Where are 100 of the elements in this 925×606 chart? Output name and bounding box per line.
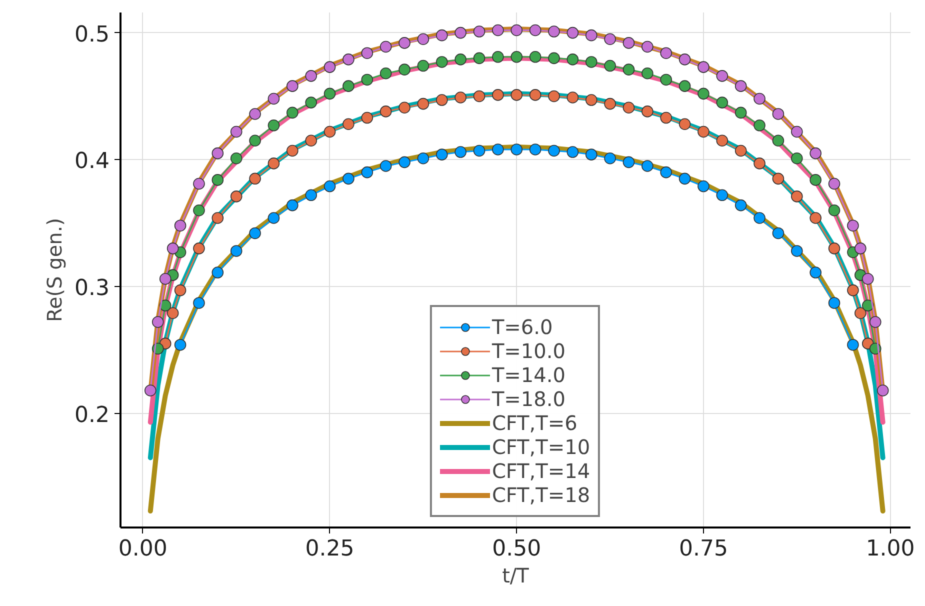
point: [754, 120, 766, 132]
point: [622, 156, 635, 168]
point: [585, 56, 598, 68]
point: [268, 212, 280, 224]
point: [604, 98, 616, 110]
point: [698, 61, 710, 73]
point: [361, 112, 374, 124]
point: [847, 338, 859, 351]
point: [854, 307, 866, 320]
point: [193, 242, 205, 254]
point: [144, 384, 156, 396]
legend-label: CFT,T=10: [492, 435, 590, 459]
point: [585, 94, 598, 106]
point: [847, 284, 859, 296]
point: [810, 147, 822, 160]
point: [212, 174, 224, 186]
point: [286, 144, 298, 157]
point: [642, 68, 654, 80]
legend-label: T=6.0: [492, 315, 553, 339]
point: [398, 64, 410, 76]
point: [678, 172, 691, 185]
point: [212, 147, 224, 160]
point: [698, 126, 710, 138]
point: [212, 266, 224, 278]
point: [716, 96, 728, 108]
point: [510, 144, 523, 156]
point: [249, 172, 261, 185]
point: [492, 24, 504, 36]
point: [772, 134, 784, 147]
point: [159, 272, 172, 285]
point: [174, 338, 186, 351]
point: [473, 144, 486, 157]
legend-label: CFT,T=18: [492, 483, 590, 507]
point: [529, 51, 542, 63]
point: [604, 33, 616, 46]
point: [772, 227, 784, 240]
point: [566, 92, 579, 104]
point: [790, 152, 803, 164]
point: [193, 204, 205, 216]
point: [342, 54, 354, 66]
legend-label: CFT,T=14: [492, 459, 590, 483]
point: [660, 47, 672, 59]
point: [754, 92, 766, 105]
point: [342, 172, 354, 185]
point: [510, 51, 523, 63]
point: [772, 172, 784, 185]
point: [734, 106, 747, 119]
point: [854, 242, 866, 254]
x-tick-label: 0.50: [492, 536, 542, 562]
point: [380, 68, 392, 80]
point: [436, 148, 448, 160]
point: [436, 94, 448, 106]
x-tick-label: 1.00: [866, 536, 915, 562]
point: [862, 272, 874, 285]
point: [342, 118, 354, 130]
point: [361, 166, 374, 178]
point: [529, 144, 542, 156]
point: [828, 242, 840, 254]
point: [454, 92, 466, 104]
point: [678, 54, 691, 66]
point: [361, 47, 374, 59]
x-axis-title: t/T: [502, 564, 530, 588]
point: [810, 212, 822, 224]
point: [754, 212, 766, 224]
point: [492, 51, 504, 63]
point: [510, 24, 523, 36]
point: [622, 102, 635, 114]
point: [305, 96, 317, 108]
point: [436, 56, 448, 68]
point: [660, 166, 672, 178]
point: [398, 156, 410, 168]
point: [342, 80, 354, 92]
point: [790, 126, 803, 138]
x-tick-label: 0.00: [118, 536, 168, 562]
y-axis-title: Re(S gen.): [42, 218, 67, 322]
point: [622, 64, 635, 76]
point: [604, 152, 616, 164]
point: [716, 70, 728, 82]
point: [734, 144, 747, 157]
point: [454, 146, 466, 158]
point: [790, 245, 803, 257]
point: [249, 134, 261, 147]
legend-label: CFT,T=6: [492, 411, 578, 435]
point: [417, 98, 430, 110]
point: [268, 120, 280, 132]
point: [716, 134, 728, 147]
point: [678, 118, 691, 130]
point: [716, 189, 728, 202]
point: [473, 26, 486, 38]
point: [734, 80, 747, 92]
point: [529, 24, 542, 36]
point: [473, 52, 486, 64]
point: [548, 26, 560, 38]
point: [212, 212, 224, 224]
point: [548, 90, 560, 102]
point: [604, 60, 616, 72]
point: [249, 108, 261, 120]
point: [772, 108, 784, 120]
point: [754, 158, 766, 170]
point: [324, 88, 336, 100]
